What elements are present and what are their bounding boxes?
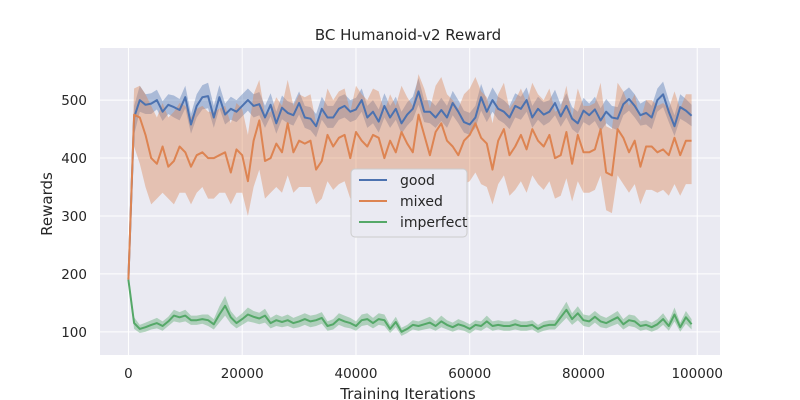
x-tick-label: 20000	[221, 366, 264, 382]
line-good	[127, 90, 693, 280]
x-tick-label: 60000	[448, 366, 491, 382]
legend-label-imperfect: imperfect	[400, 215, 468, 231]
y-tick-label: 100	[61, 325, 87, 341]
line-imperfect	[127, 279, 693, 333]
chart-title: BC Humanoid-v2 Reward	[315, 26, 501, 44]
x-axis-ticks: 0 20000 40000 60000 80000 100000	[124, 366, 723, 382]
y-tick-label: 200	[61, 267, 87, 283]
y-axis-ticks: 100 200 300 400 500	[61, 93, 87, 341]
legend-box	[350, 168, 468, 238]
x-tick-label: 80000	[562, 366, 605, 382]
legend-label-good: good	[400, 173, 435, 189]
legend-label-mixed: mixed	[400, 194, 443, 210]
x-axis-label: Training Iterations	[339, 385, 476, 400]
legend: good mixed imperfect	[350, 168, 468, 238]
x-tick-label: 0	[124, 366, 133, 382]
y-tick-label: 400	[61, 151, 87, 167]
x-tick-label: 40000	[334, 366, 377, 382]
x-tick-label: 100000	[671, 366, 723, 382]
series-lines	[127, 90, 693, 333]
line-mixed	[127, 113, 692, 280]
y-tick-label: 300	[61, 209, 87, 225]
y-tick-label: 500	[61, 93, 87, 109]
y-axis-label: Rewards	[38, 172, 56, 236]
